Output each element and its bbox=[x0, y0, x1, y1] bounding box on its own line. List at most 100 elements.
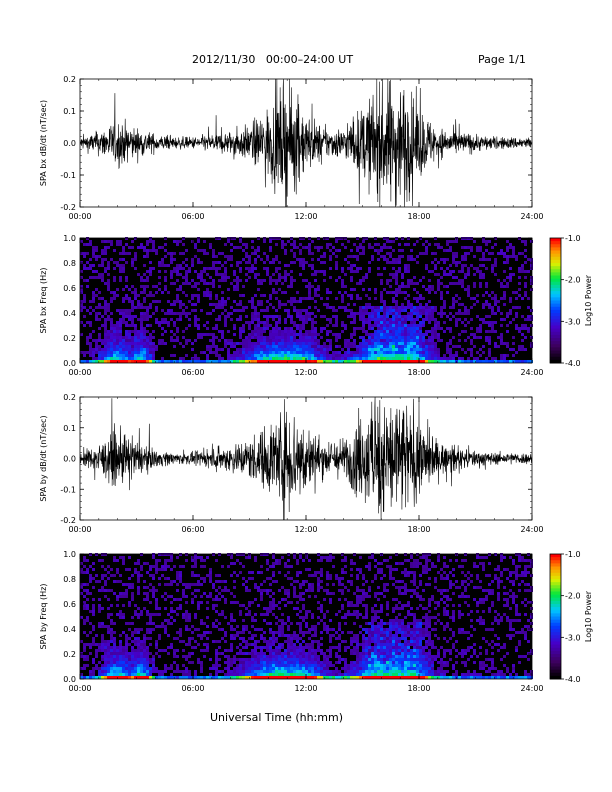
spectrogram-cell bbox=[230, 306, 233, 309]
spectrogram-cell bbox=[350, 321, 353, 324]
spectrogram-cell bbox=[410, 258, 413, 261]
spectrogram-cell bbox=[464, 324, 467, 327]
spectrogram-cell bbox=[368, 267, 371, 270]
spectrogram-cell bbox=[170, 646, 173, 649]
spectrogram-cell bbox=[248, 661, 251, 664]
spectrogram-cell bbox=[326, 658, 329, 661]
spectrogram-cell bbox=[110, 348, 113, 351]
spectrogram-cell bbox=[197, 300, 200, 303]
spectrogram-cell bbox=[182, 595, 185, 598]
spectrogram-cell bbox=[296, 637, 299, 640]
spectrogram-cell bbox=[224, 649, 227, 652]
spectrogram-cell bbox=[386, 324, 389, 327]
spectrogram-cell bbox=[425, 249, 428, 252]
spectrogram-cell bbox=[104, 574, 107, 577]
spectrogram-cell bbox=[122, 646, 125, 649]
spectrogram-cell bbox=[296, 327, 299, 330]
spectrogram-cell bbox=[263, 664, 266, 667]
spectrogram-cell bbox=[248, 652, 251, 655]
spectrogram-cell bbox=[359, 243, 362, 246]
spectrogram-cell bbox=[113, 643, 116, 646]
spectrogram-cell bbox=[206, 288, 209, 291]
spectrogram-cell bbox=[458, 333, 461, 336]
spectrogram-cell bbox=[146, 667, 149, 670]
spectrogram-cell bbox=[281, 652, 284, 655]
spectrogram-cell bbox=[146, 664, 149, 667]
spectrogram-cell bbox=[383, 339, 386, 342]
spectrogram-cell bbox=[335, 318, 338, 321]
spectrogram-cell bbox=[392, 327, 395, 330]
spectrogram-cell bbox=[314, 339, 317, 342]
spectrogram-cell bbox=[278, 339, 281, 342]
spectrogram-cell bbox=[419, 303, 422, 306]
spectrogram-cell bbox=[410, 324, 413, 327]
spectrogram-cell bbox=[224, 631, 227, 634]
spectrogram-cell bbox=[143, 288, 146, 291]
spectrogram-cell bbox=[128, 628, 131, 631]
spectrogram-cell bbox=[236, 354, 239, 357]
spectrogram-cell bbox=[89, 258, 92, 261]
spectrogram-cell bbox=[311, 667, 314, 670]
spectrogram-cell bbox=[80, 252, 83, 255]
spectrogram-cell bbox=[131, 634, 134, 637]
spectrogram-cell bbox=[188, 586, 191, 589]
spectrogram-cell bbox=[179, 574, 182, 577]
spectrogram-cell bbox=[368, 303, 371, 306]
spectrogram-cell bbox=[470, 348, 473, 351]
spectrogram-cell bbox=[305, 348, 308, 351]
spectrogram-cell bbox=[239, 327, 242, 330]
spectrogram-cell bbox=[275, 661, 278, 664]
spectrogram-cell bbox=[311, 273, 314, 276]
spectrogram-cell bbox=[311, 616, 314, 619]
spectrogram-cell bbox=[239, 267, 242, 270]
spectrogram-cell bbox=[254, 312, 257, 315]
spectrogram-cell bbox=[269, 279, 272, 282]
spectrogram-cell bbox=[254, 324, 257, 327]
spectrogram-cell bbox=[143, 339, 146, 342]
spectrogram-cell bbox=[236, 673, 239, 676]
spectrogram-cell bbox=[299, 354, 302, 357]
spectrogram-cell bbox=[194, 589, 197, 592]
spectrogram-cell bbox=[299, 673, 302, 676]
spectrogram-cell bbox=[104, 309, 107, 312]
spectrogram-cell bbox=[179, 285, 182, 288]
spectrogram-cell bbox=[302, 664, 305, 667]
spectrogram-cell bbox=[140, 327, 143, 330]
spectrogram-cell bbox=[410, 321, 413, 324]
spectrogram-cell bbox=[173, 565, 176, 568]
spectrogram-cell bbox=[209, 312, 212, 315]
spectrogram-cell bbox=[104, 652, 107, 655]
spectrogram-cell bbox=[206, 345, 209, 348]
spectrogram-cell bbox=[302, 348, 305, 351]
spectrogram-cell bbox=[140, 673, 143, 676]
spectrogram-cell bbox=[182, 336, 185, 339]
spectrogram-cell bbox=[329, 330, 332, 333]
spectrogram-cell bbox=[110, 240, 113, 243]
spectrogram-cell bbox=[251, 655, 254, 658]
spectrogram-cell bbox=[443, 300, 446, 303]
spectrogram-cell bbox=[98, 667, 101, 670]
spectrogram-cell bbox=[266, 649, 269, 652]
spectrogram-cell bbox=[272, 637, 275, 640]
spectrogram-cell bbox=[395, 357, 398, 360]
spectrogram-cell bbox=[209, 333, 212, 336]
spectrogram-cell bbox=[311, 676, 314, 679]
colorbar-segment bbox=[550, 241, 561, 245]
spectrogram-cell bbox=[290, 327, 293, 330]
spectrogram-cell bbox=[284, 676, 287, 679]
spectrogram-cell bbox=[131, 586, 134, 589]
spectrogram-cell bbox=[122, 270, 125, 273]
spectrogram-cell bbox=[431, 342, 434, 345]
spectrogram-cell bbox=[263, 661, 266, 664]
spectrogram-cell bbox=[299, 628, 302, 631]
spectrogram-cell bbox=[383, 288, 386, 291]
spectrogram-cell bbox=[260, 637, 263, 640]
spectrogram-cell bbox=[143, 291, 146, 294]
spectrogram-cell bbox=[287, 348, 290, 351]
spectrogram-cell bbox=[491, 309, 494, 312]
spectrogram-cell bbox=[311, 646, 314, 649]
spectrogram-cell bbox=[479, 360, 482, 363]
spectrogram-cell bbox=[419, 330, 422, 333]
spectrogram-cell bbox=[392, 345, 395, 348]
spectrogram-cell bbox=[350, 294, 353, 297]
